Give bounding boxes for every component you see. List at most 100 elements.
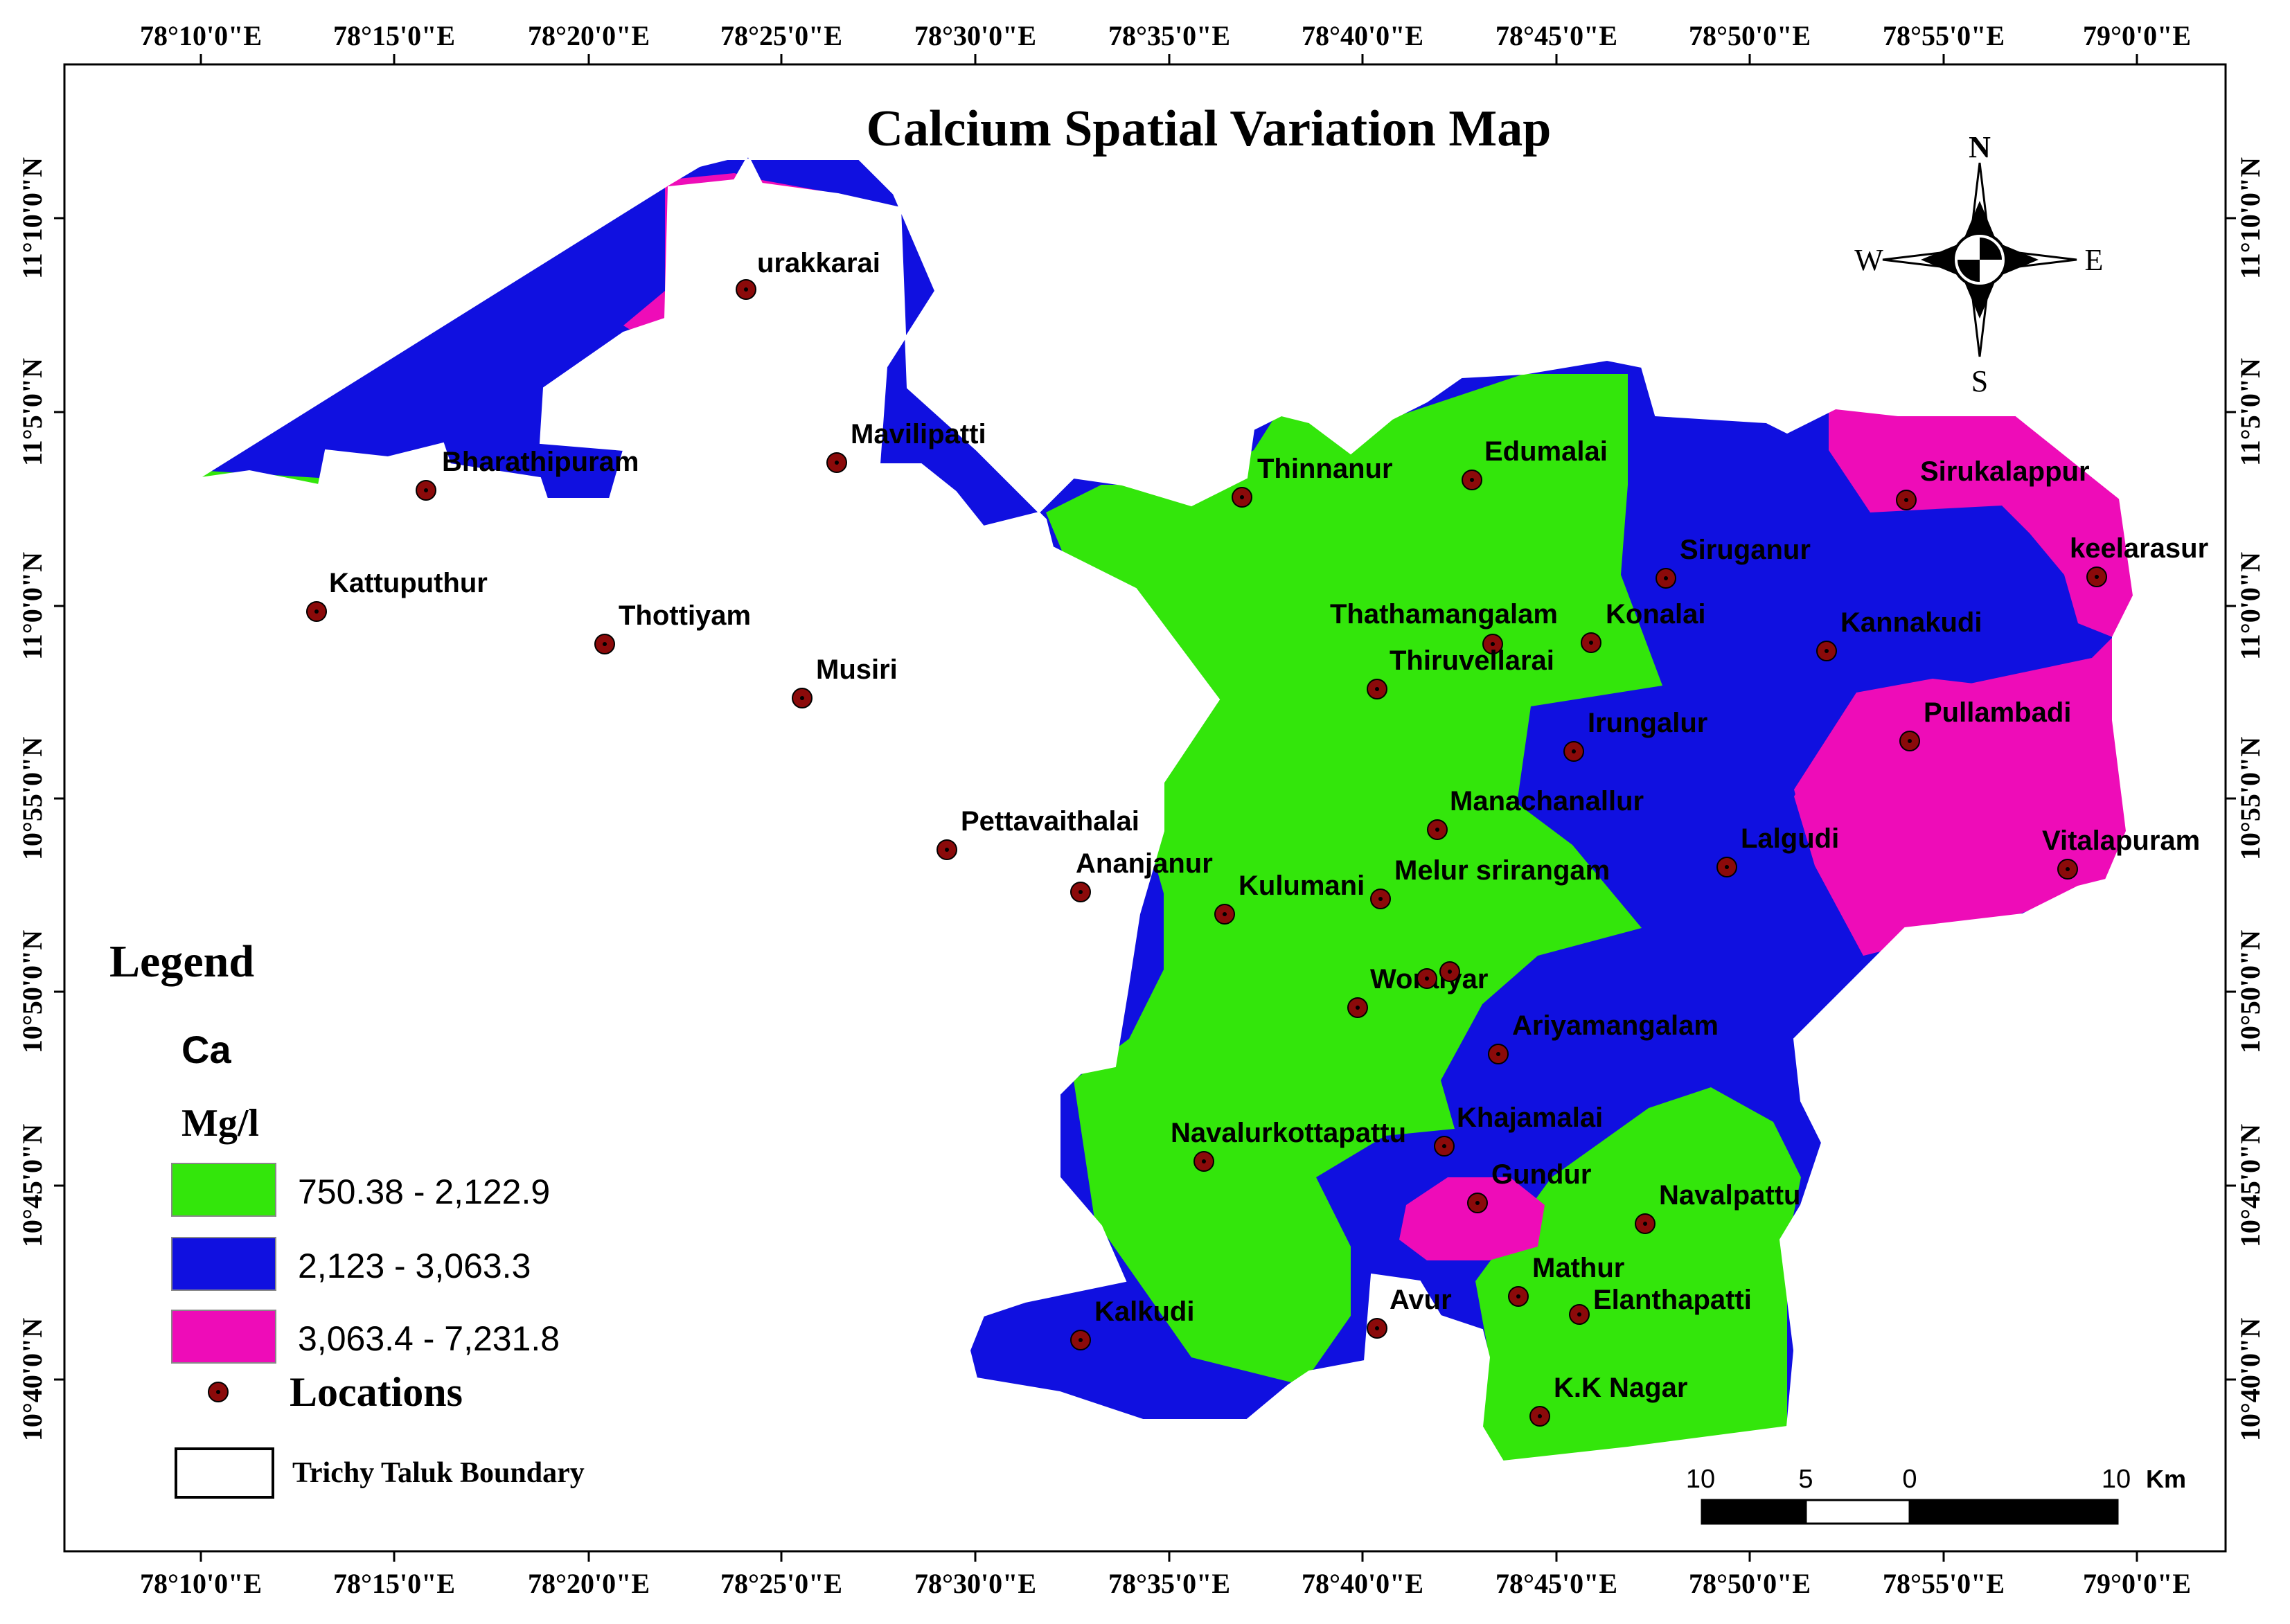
location-label: Musiri <box>816 654 898 685</box>
location-markers: urakkarai Bharathipuram Mavilipatti Thin… <box>306 248 2208 1427</box>
scale-segment <box>1701 1499 1807 1525</box>
location-pettavaithalai: Pettavaithalai <box>937 806 1139 860</box>
location-elanthapatti: Elanthapatti <box>1569 1285 1752 1325</box>
location-edumalai: Edumalai <box>1462 436 1608 490</box>
bottom-tick-label: 79°0'0"E <box>2083 1568 2191 1599</box>
left-tick-label: 10°55'0"N <box>17 737 48 860</box>
bottom-tick-label: 78°35'0"E <box>1108 1568 1230 1599</box>
location-gundur: Gundur <box>1467 1159 1591 1213</box>
zone-low-southeast <box>1475 1087 1801 1461</box>
left-tick-label: 11°10'0"N <box>17 157 48 279</box>
left-tick-label: 10°45'0"N <box>17 1124 48 1247</box>
location-label: Khajamalai <box>1457 1103 1603 1133</box>
location-konalai: Konalai <box>1581 599 1705 653</box>
location-manachanallur: Manachanallur <box>1427 786 1644 840</box>
location-sirukalappur: Sirukalappur <box>1896 456 2090 510</box>
location-thiruvellarai: Thiruvellarai <box>1367 645 1554 699</box>
bottom-tick-labels: 78°10'0"E 78°15'0"E 78°20'0"E 78°25'0"E … <box>140 1568 2191 1599</box>
bottom-tick-label: 78°40'0"E <box>1302 1568 1423 1599</box>
location-thinnanur: Thinnanur <box>1232 454 1393 508</box>
location-avur: Avur <box>1367 1285 1452 1339</box>
scale-bar: 10 5 0 10 Km <box>1686 1465 2186 1525</box>
right-tick-label: 10°45'0"N <box>2235 1124 2266 1247</box>
bottom-tick-label: 78°15'0"E <box>333 1568 455 1599</box>
legend-title: Legend <box>109 936 254 987</box>
location-kulumani: Kulumani <box>1214 871 1365 925</box>
legend-class-label: 750.38 - 2,122.9 <box>298 1172 550 1211</box>
legend-swatch-mid <box>171 1237 276 1291</box>
left-tick-label: 11°0'0"N <box>17 552 48 660</box>
location-label: Mathur <box>1532 1253 1624 1283</box>
right-tick-label: 11°0'0"N <box>2235 552 2266 660</box>
legend-locations-label: Locations <box>290 1369 463 1415</box>
bottom-tick-label: 78°45'0"E <box>1495 1568 1617 1599</box>
right-tick-labels: 11°10'0"N 11°5'0"N 11°0'0"N 10°55'0"N 10… <box>2235 157 2266 1441</box>
location-bharathipuram: Bharathipuram <box>416 447 639 501</box>
location-thathamangalam: Thathamangalam <box>1330 599 1558 654</box>
right-tick-label: 10°50'0"N <box>2235 930 2266 1053</box>
location-label: Pullambadi <box>1924 697 2071 728</box>
top-tick-label: 78°40'0"E <box>1302 20 1423 51</box>
legend-unit: Mg/l <box>181 1102 259 1145</box>
location-label: Kalkudi <box>1094 1296 1194 1327</box>
location-label: Thinnanur <box>1257 454 1393 484</box>
location-navalurkottapattu: Navalurkottapattu <box>1171 1118 1406 1172</box>
top-tick-labels: 78°10'0"E 78°15'0"E 78°20'0"E 78°25'0"E … <box>140 20 2191 51</box>
location-thottiyam: Thottiyam <box>594 600 751 654</box>
top-tick-label: 78°35'0"E <box>1108 20 1230 51</box>
zone-low-central <box>1046 353 1662 1385</box>
location-label: Avur <box>1390 1285 1452 1315</box>
top-tick-label: 78°45'0"E <box>1495 20 1617 51</box>
location-pullambadi: Pullambadi <box>1899 697 2071 751</box>
right-tick-label: 10°40'0"N <box>2235 1318 2266 1441</box>
location-label: Edumalai <box>1484 436 1608 467</box>
top-tick-label: 79°0'0"E <box>2083 20 2191 51</box>
location-label: Vitalapuram <box>2042 826 2200 856</box>
location-label: Thathamangalam <box>1330 599 1558 630</box>
location-label: Bharathipuram <box>442 447 639 477</box>
top-tick-label: 78°15'0"E <box>333 20 455 51</box>
location-label: Lalgudi <box>1741 823 1839 854</box>
legend-swatch-low <box>171 1163 276 1217</box>
location-label: Ananjanur <box>1076 848 1213 879</box>
location-label: Sirukalappur <box>1920 456 2090 487</box>
right-tick-label: 11°10'0"N <box>2235 157 2266 279</box>
left-tick-label: 10°50'0"N <box>17 930 48 1053</box>
location-label: Pettavaithalai <box>961 806 1139 837</box>
scale-segment <box>1804 1499 1911 1525</box>
location-keelarasur: keelarasur <box>2070 533 2208 587</box>
location-label: Manachanallur <box>1450 786 1644 817</box>
location-label: Konalai <box>1606 599 1705 630</box>
location-melur-srirangam: Melur srirangam <box>1370 855 1610 909</box>
graticule-ticks <box>54 54 2236 1562</box>
location-label: Melur srirangam <box>1394 855 1610 886</box>
location-woraiyar-2 <box>1417 961 1460 989</box>
compass-quadrant-icon <box>1980 238 2002 260</box>
right-tick-label: 11°5'0"N <box>2235 358 2266 466</box>
location-label: Ariyamangalam <box>1512 1010 1719 1041</box>
location-ananjanur: Ananjanur <box>1070 848 1213 902</box>
top-tick-label: 78°50'0"E <box>1689 20 1811 51</box>
top-tick-label: 78°30'0"E <box>914 20 1036 51</box>
location-label: Irungalur <box>1588 708 1707 738</box>
location-siruganur: Siruganur <box>1656 535 1811 589</box>
location-label: urakkarai <box>757 248 880 278</box>
compass-w: W <box>1854 243 1883 277</box>
compass-s: S <box>1971 364 1988 398</box>
map-title: Calcium Spatial Variation Map <box>867 100 1552 157</box>
scale-segment <box>1908 1499 2119 1525</box>
legend-class-label: 3,063.4 - 7,231.8 <box>298 1319 560 1358</box>
location-khajamalai: Khajamalai <box>1434 1103 1603 1157</box>
location-label: Elanthapatti <box>1593 1285 1752 1315</box>
location-label: Kulumani <box>1239 871 1365 901</box>
bottom-tick-label: 78°50'0"E <box>1689 1568 1811 1599</box>
location-mavilipatti: Mavilipatti <box>826 419 986 473</box>
location-label: Kannakudi <box>1840 607 1982 638</box>
location-label: K.K Nagar <box>1554 1373 1687 1403</box>
location-label: Navalpattu <box>1659 1180 1801 1211</box>
legend-boundary-swatch <box>175 1447 274 1499</box>
bottom-tick-label: 78°30'0"E <box>914 1568 1036 1599</box>
legend-parameter: Ca <box>181 1028 231 1071</box>
location-kannakudi: Kannakudi <box>1816 607 1982 661</box>
location-vitalapuram: Vitalapuram <box>2042 826 2200 880</box>
